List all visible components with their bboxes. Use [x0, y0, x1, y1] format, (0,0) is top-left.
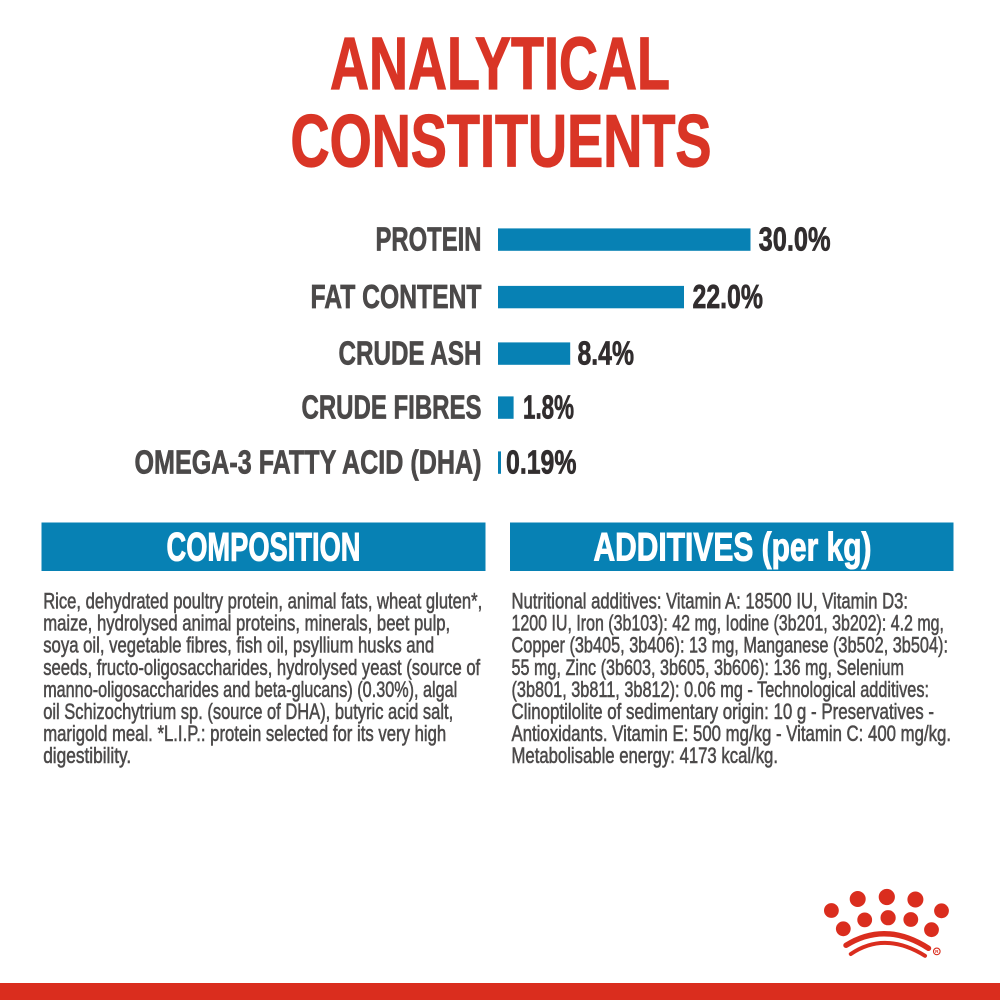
- svg-text:CRUDE FIBRES: CRUDE FIBRES: [302, 390, 482, 427]
- svg-text:soya oil, vegetable fibres, fi: soya oil, vegetable fibres, fish oil, ps…: [43, 633, 434, 658]
- svg-text:FAT CONTENT: FAT CONTENT: [311, 279, 482, 316]
- svg-text:Antioxidants. Vitamin E: 500 m: Antioxidants. Vitamin E: 500 mg/kg - Vit…: [512, 721, 952, 746]
- svg-text:Copper (3b405, 3b406): 13 mg,: Copper (3b405, 3b406): 13 mg, Manganese …: [512, 633, 949, 658]
- svg-text:maize, hydrolysed animal prote: maize, hydrolysed animal proteins, miner…: [43, 611, 450, 636]
- svg-text:marigold meal. *L.I.P.: protei: marigold meal. *L.I.P.: protein selected…: [43, 721, 446, 746]
- svg-text:seeds, fructo-oligosaccharides: seeds, fructo-oligosaccharides, hydrolys…: [43, 655, 481, 680]
- svg-text:oil Schizochytrium sp. (source: oil Schizochytrium sp. (source of DHA), …: [43, 699, 453, 724]
- svg-text:8.4%: 8.4%: [578, 336, 635, 373]
- svg-text:Nutritional additives: Vitamin: Nutritional additives: Vitamin A: 18500 …: [512, 589, 909, 614]
- svg-text:manno-oligosaccharides and bet: manno-oligosaccharides and beta-glucans)…: [43, 677, 457, 702]
- svg-text:22.0%: 22.0%: [693, 279, 764, 316]
- svg-text:1200 IU, Iron (3b103): 42 mg,: 1200 IU, Iron (3b103): 42 mg, Iodine (3b…: [512, 611, 945, 636]
- svg-text:Clinoptilolite of sedimentary: Clinoptilolite of sedimentary origin: 10…: [512, 699, 935, 724]
- svg-text:55 mg, Zinc (3b603, 3b605, 3b6: 55 mg, Zinc (3b603, 3b605, 3b606): 136 m…: [512, 655, 905, 680]
- svg-text:R: R: [935, 949, 939, 954]
- svg-text:OMEGA-3 FATTY ACID (DHA): OMEGA-3 FATTY ACID (DHA): [135, 445, 482, 482]
- svg-text:1.8%: 1.8%: [523, 390, 574, 427]
- svg-text:(3b801, 3b811, 3b812): 0.06 mg: (3b801, 3b811, 3b812): 0.06 mg - Technol…: [512, 677, 930, 702]
- svg-text:Rice, dehydrated poultry prote: Rice, dehydrated poultry protein, animal…: [43, 589, 482, 614]
- svg-text:ADDITIVES (per kg): ADDITIVES (per kg): [594, 526, 872, 570]
- svg-text:CRUDE ASH: CRUDE ASH: [339, 336, 482, 373]
- svg-text:digestibility.: digestibility.: [43, 743, 131, 768]
- svg-text:ANALYTICAL: ANALYTICAL: [330, 22, 670, 105]
- svg-text:0.19%: 0.19%: [506, 445, 577, 482]
- svg-text:CONSTITUENTS: CONSTITUENTS: [291, 100, 712, 183]
- svg-text:COMPOSITION: COMPOSITION: [167, 526, 361, 570]
- svg-text:30.0%: 30.0%: [759, 222, 831, 259]
- svg-text:Metabolisable energy: 4173 kca: Metabolisable energy: 4173 kcal/kg.: [512, 743, 779, 768]
- svg-text:PROTEIN: PROTEIN: [376, 222, 482, 259]
